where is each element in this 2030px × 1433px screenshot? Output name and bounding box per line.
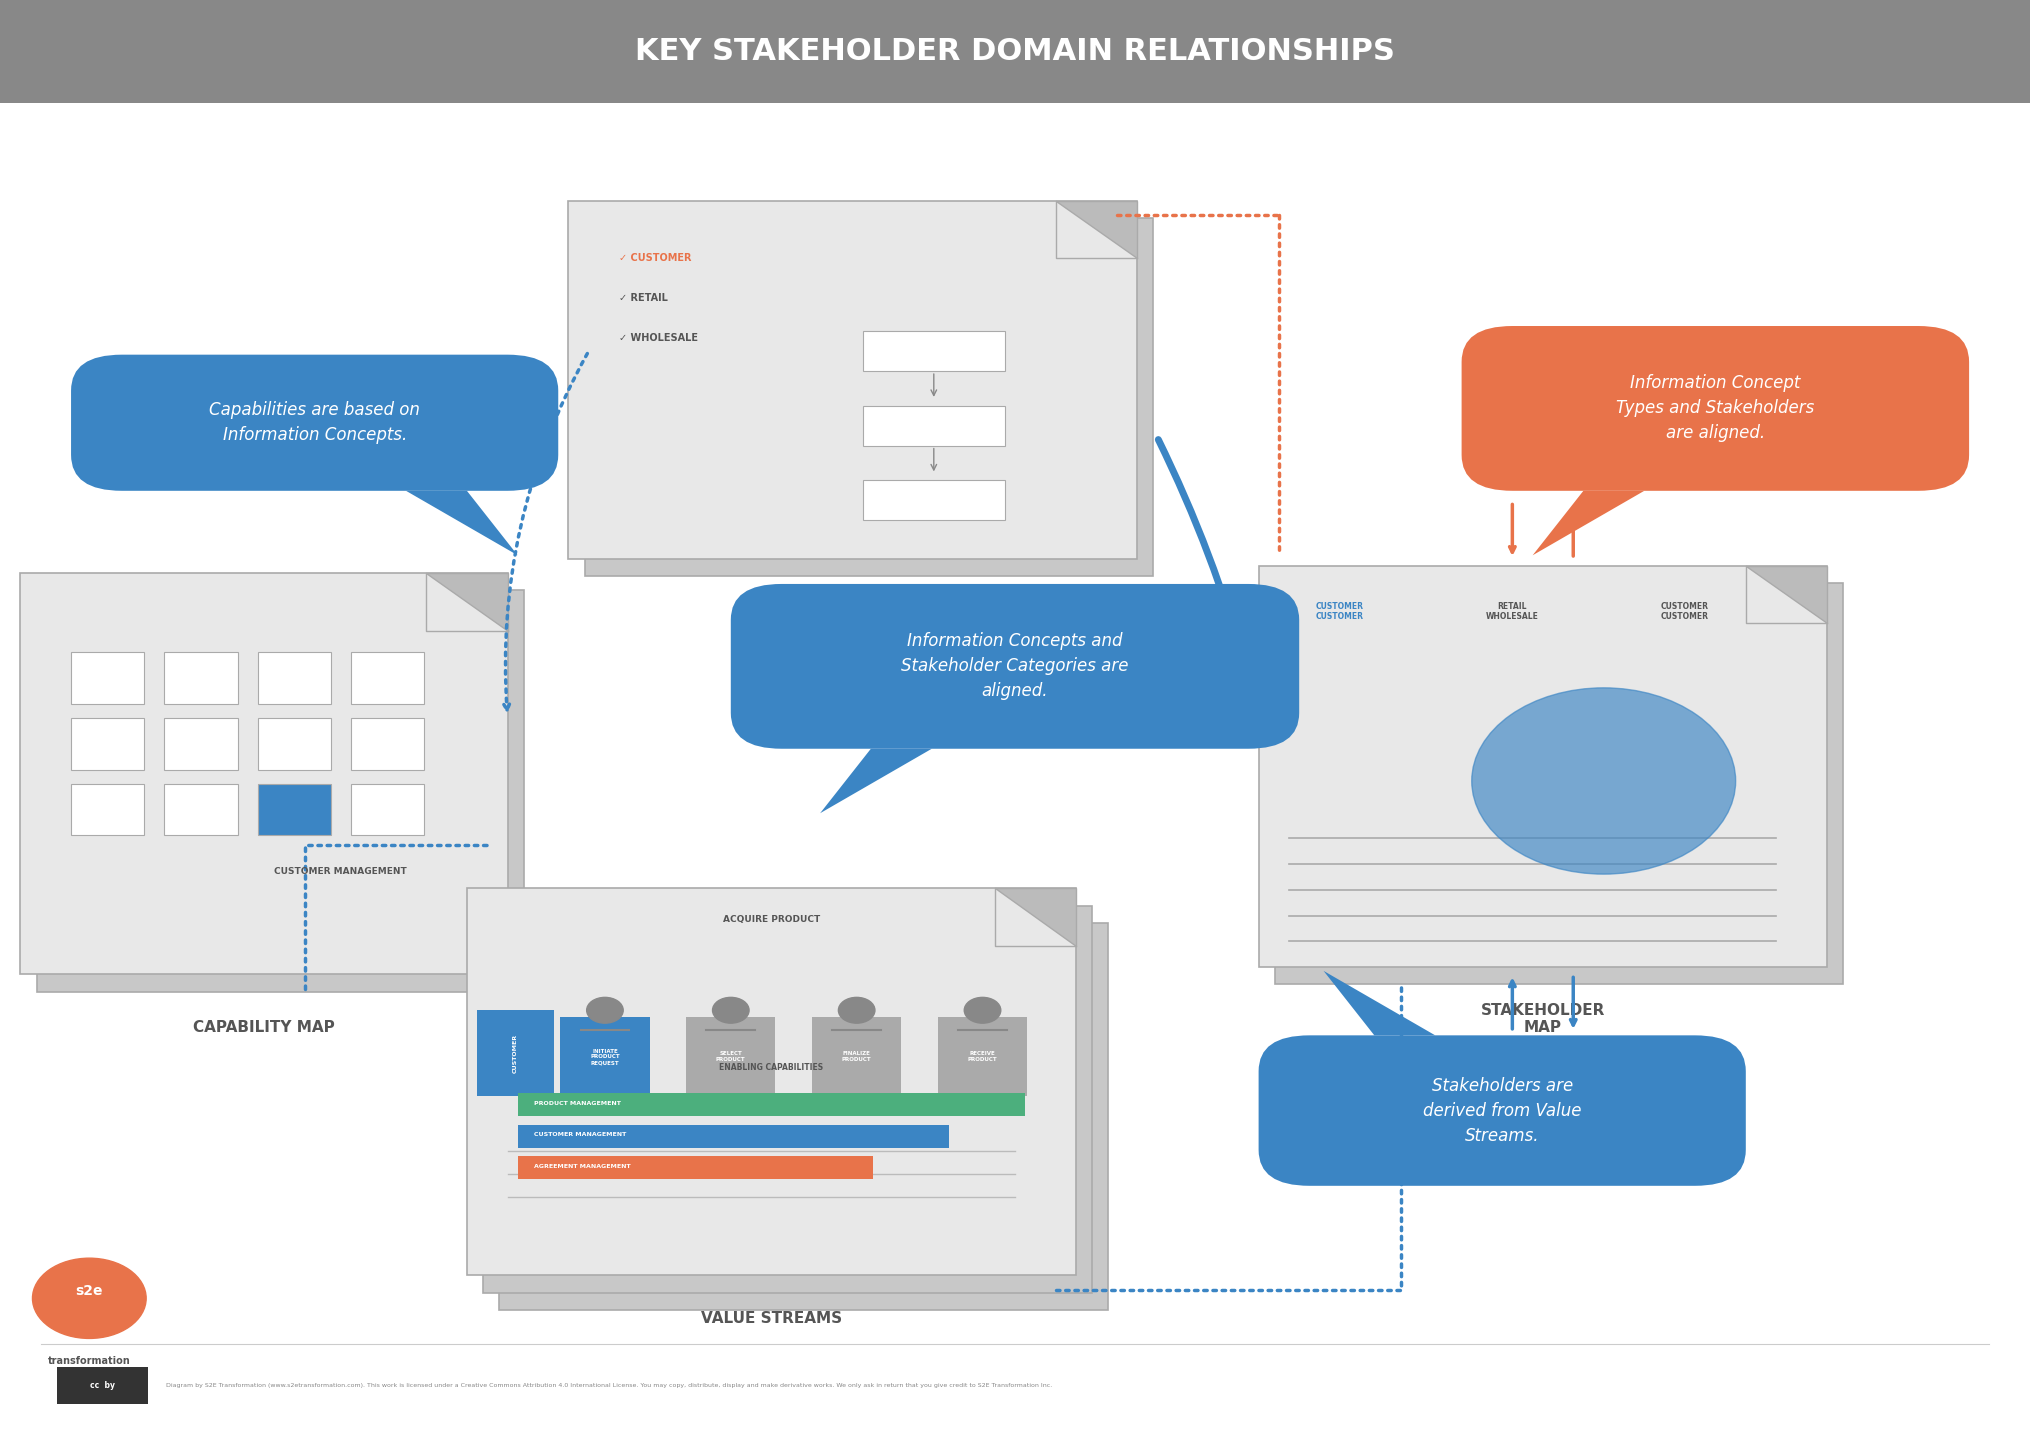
FancyBboxPatch shape xyxy=(863,331,1005,371)
Text: cc  by: cc by xyxy=(89,1381,116,1390)
FancyBboxPatch shape xyxy=(351,652,424,704)
Circle shape xyxy=(1472,688,1736,874)
FancyBboxPatch shape xyxy=(477,1010,554,1096)
FancyBboxPatch shape xyxy=(71,652,144,704)
Text: Diagram by S2E Transformation (www.s2etransformation.com). This work is licensed: Diagram by S2E Transformation (www.s2etr… xyxy=(166,1383,1054,1389)
Polygon shape xyxy=(1533,490,1644,556)
FancyBboxPatch shape xyxy=(258,652,331,704)
FancyBboxPatch shape xyxy=(568,201,1137,559)
Text: CUSTOMER MANAGEMENT: CUSTOMER MANAGEMENT xyxy=(274,867,406,876)
Circle shape xyxy=(587,997,623,1023)
Text: Stakeholders are
derived from Value
Streams.: Stakeholders are derived from Value Stre… xyxy=(1423,1076,1581,1145)
Text: CUSTOMER: CUSTOMER xyxy=(514,1033,518,1073)
FancyBboxPatch shape xyxy=(1259,566,1827,967)
Polygon shape xyxy=(1056,201,1137,258)
FancyBboxPatch shape xyxy=(518,1093,1025,1116)
Text: INITIATE
PRODUCT
REQUEST: INITIATE PRODUCT REQUEST xyxy=(591,1049,619,1065)
Text: CUSTOMER
CUSTOMER: CUSTOMER CUSTOMER xyxy=(1661,602,1709,622)
Text: INFORMATION MAP: INFORMATION MAP xyxy=(771,605,934,619)
Text: Information Concept
Types and Stakeholders
are aligned.: Information Concept Types and Stakeholde… xyxy=(1616,374,1815,443)
Polygon shape xyxy=(820,748,932,814)
Text: ✓ CUSTOMER: ✓ CUSTOMER xyxy=(619,254,692,262)
FancyBboxPatch shape xyxy=(37,590,524,992)
FancyBboxPatch shape xyxy=(499,923,1108,1310)
FancyBboxPatch shape xyxy=(483,906,1092,1293)
Text: KEY STAKEHOLDER DOMAIN RELATIONSHIPS: KEY STAKEHOLDER DOMAIN RELATIONSHIPS xyxy=(635,37,1395,66)
FancyBboxPatch shape xyxy=(57,1367,148,1404)
Text: VALUE STREAMS: VALUE STREAMS xyxy=(700,1311,842,1326)
FancyBboxPatch shape xyxy=(351,718,424,770)
Text: RETAIL
WHOLESALE: RETAIL WHOLESALE xyxy=(1486,602,1539,622)
FancyBboxPatch shape xyxy=(164,784,238,835)
FancyBboxPatch shape xyxy=(863,406,1005,446)
FancyBboxPatch shape xyxy=(518,1156,873,1179)
Text: ACQUIRE PRODUCT: ACQUIRE PRODUCT xyxy=(723,916,820,924)
FancyBboxPatch shape xyxy=(71,355,558,490)
FancyBboxPatch shape xyxy=(686,1017,775,1096)
Text: PRODUCT MANAGEMENT: PRODUCT MANAGEMENT xyxy=(534,1101,621,1106)
Text: CAPABILITY MAP: CAPABILITY MAP xyxy=(193,1020,335,1035)
Text: FINALIZE
PRODUCT: FINALIZE PRODUCT xyxy=(842,1052,871,1062)
FancyBboxPatch shape xyxy=(0,0,2030,103)
Text: s2e: s2e xyxy=(75,1284,104,1298)
Polygon shape xyxy=(995,888,1076,946)
Text: ENABLING CAPABILITIES: ENABLING CAPABILITIES xyxy=(719,1063,824,1072)
FancyBboxPatch shape xyxy=(258,718,331,770)
Text: ✓ RETAIL: ✓ RETAIL xyxy=(619,294,668,302)
Text: transformation: transformation xyxy=(49,1356,130,1366)
FancyBboxPatch shape xyxy=(812,1017,901,1096)
FancyBboxPatch shape xyxy=(71,718,144,770)
FancyBboxPatch shape xyxy=(164,652,238,704)
Text: CUSTOMER MANAGEMENT: CUSTOMER MANAGEMENT xyxy=(534,1132,625,1138)
Text: ✓ WHOLESALE: ✓ WHOLESALE xyxy=(619,334,698,342)
FancyBboxPatch shape xyxy=(1275,583,1843,984)
Circle shape xyxy=(32,1258,146,1338)
Polygon shape xyxy=(1324,972,1435,1035)
Circle shape xyxy=(838,997,875,1023)
FancyBboxPatch shape xyxy=(585,218,1153,576)
FancyBboxPatch shape xyxy=(863,480,1005,520)
FancyBboxPatch shape xyxy=(20,573,508,974)
Polygon shape xyxy=(426,573,508,631)
Text: SELECT
PRODUCT: SELECT PRODUCT xyxy=(717,1052,745,1062)
Circle shape xyxy=(964,997,1001,1023)
FancyBboxPatch shape xyxy=(258,784,331,835)
Text: AGREEMENT MANAGEMENT: AGREEMENT MANAGEMENT xyxy=(534,1164,631,1169)
Text: STAKEHOLDER
MAP: STAKEHOLDER MAP xyxy=(1480,1003,1606,1036)
FancyBboxPatch shape xyxy=(351,784,424,835)
FancyBboxPatch shape xyxy=(518,1125,950,1148)
FancyBboxPatch shape xyxy=(560,1017,650,1096)
Text: Information Concepts and
Stakeholder Categories are
aligned.: Information Concepts and Stakeholder Cat… xyxy=(901,632,1129,701)
FancyBboxPatch shape xyxy=(71,784,144,835)
FancyBboxPatch shape xyxy=(164,718,238,770)
FancyBboxPatch shape xyxy=(1462,327,1969,490)
FancyBboxPatch shape xyxy=(1259,1035,1746,1187)
Circle shape xyxy=(713,997,749,1023)
FancyBboxPatch shape xyxy=(731,585,1299,748)
Polygon shape xyxy=(406,490,518,556)
Text: CUSTOMER
CUSTOMER: CUSTOMER CUSTOMER xyxy=(1315,602,1364,622)
FancyBboxPatch shape xyxy=(938,1017,1027,1096)
Text: Capabilities are based on
Information Concepts.: Capabilities are based on Information Co… xyxy=(209,401,420,444)
Text: RECEIVE
PRODUCT: RECEIVE PRODUCT xyxy=(968,1052,997,1062)
Polygon shape xyxy=(1746,566,1827,623)
FancyBboxPatch shape xyxy=(467,888,1076,1275)
